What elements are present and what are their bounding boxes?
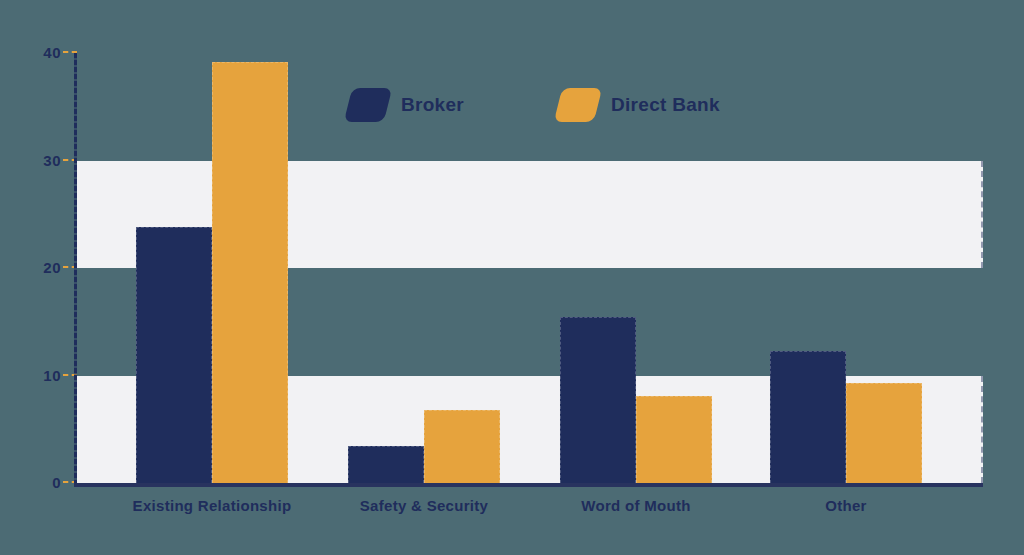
bar-direct-bank-safety-security — [424, 410, 500, 483]
plot-area — [77, 53, 983, 483]
bar-direct-bank-word-of-mouth — [636, 396, 712, 483]
y-tick-label-40: 40 — [43, 44, 61, 61]
bar-chart: Broker Direct Bank 403020100 Existing Re… — [0, 0, 1024, 555]
x-label-existing-relationship: Existing Relationship — [92, 497, 332, 514]
x-label-word-of-mouth: Word of Mouth — [516, 497, 756, 514]
bar-broker-existing-relationship — [136, 227, 212, 483]
bar-direct-bank-existing-relationship — [212, 62, 288, 483]
bar-broker-other — [770, 351, 846, 483]
y-tick-label-20: 20 — [43, 259, 61, 276]
y-axis-labels: 403020100 — [0, 53, 77, 483]
y-tick-label-0: 0 — [52, 474, 61, 491]
x-label-safety-security: Safety & Security — [304, 497, 544, 514]
x-label-other: Other — [726, 497, 966, 514]
bar-broker-safety-security — [348, 446, 424, 483]
y-tick-label-30: 30 — [43, 152, 61, 169]
y-tick-label-10: 10 — [43, 367, 61, 384]
bar-broker-word-of-mouth — [560, 317, 636, 483]
x-axis — [74, 483, 983, 487]
bar-direct-bank-other — [846, 383, 922, 483]
y-axis — [74, 53, 77, 483]
